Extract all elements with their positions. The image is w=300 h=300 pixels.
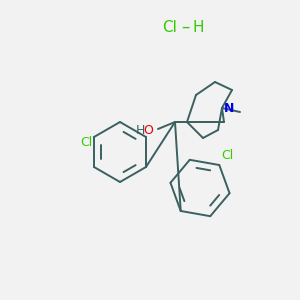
Text: Cl: Cl	[162, 20, 177, 35]
Text: N: N	[224, 101, 234, 115]
Text: Cl: Cl	[80, 136, 92, 149]
Text: H: H	[192, 20, 203, 35]
Text: O: O	[143, 124, 153, 136]
Text: Cl: Cl	[221, 149, 233, 162]
Text: H: H	[136, 124, 145, 137]
Text: –: –	[181, 18, 189, 36]
